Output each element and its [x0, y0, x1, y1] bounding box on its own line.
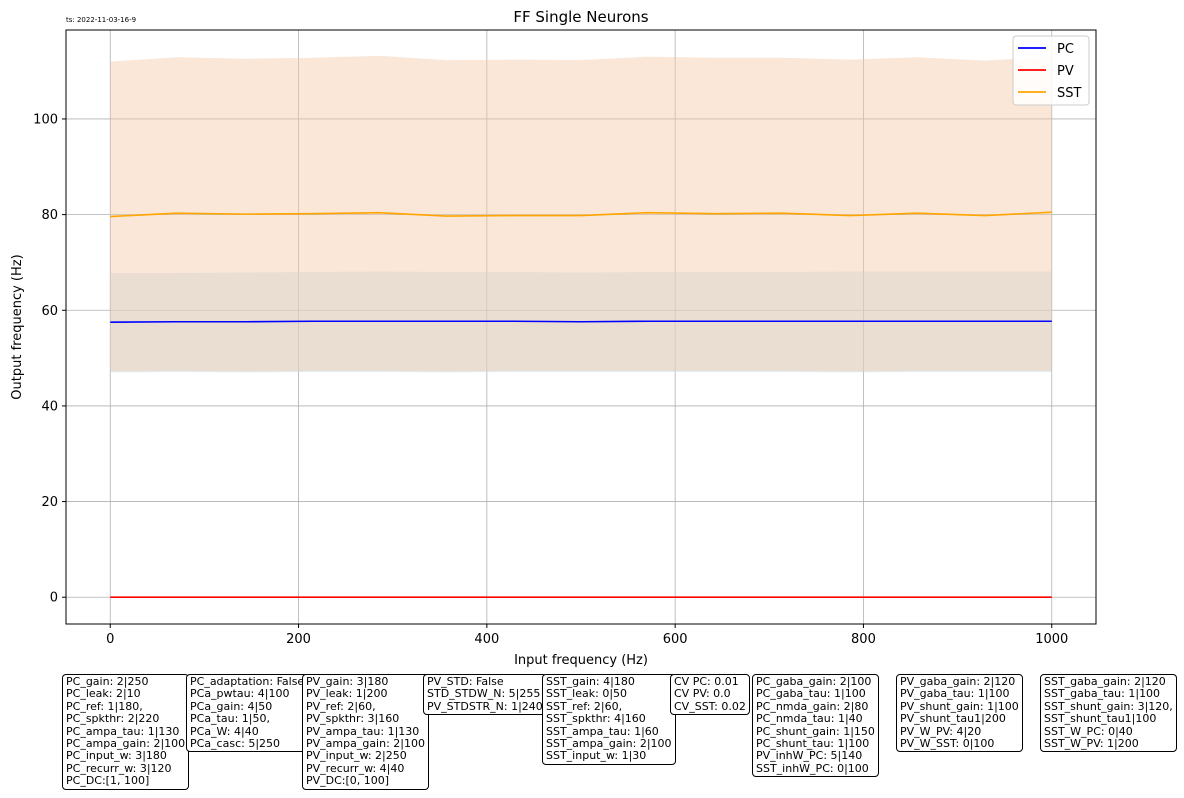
x-tick-label: 0: [106, 632, 114, 647]
x-tick-label: 200: [286, 632, 311, 647]
legend-frame: [1012, 35, 1090, 106]
param-line: SST_W_PC: 0|40: [1044, 724, 1133, 738]
param-line: PV_gaba_tau: 1|100: [900, 687, 1010, 701]
param-line: PC_input_w: 3|180: [66, 749, 167, 763]
confidence-bands: [110, 55, 1052, 373]
chart-title: FF Single Neurons: [513, 8, 648, 26]
y-axis-label: Output frequency (Hz): [10, 254, 25, 399]
param-line: PV_ampa_gain: 2|100: [306, 737, 425, 751]
param-box: PC_gain: 2|250 PC_leak: 2|10 PC_ref: 1|180…: [62, 674, 190, 790]
param-line: PC_ampa_tau: 1|130: [66, 724, 180, 738]
x-tick-label: 600: [663, 632, 688, 647]
series-line-sst: [110, 211, 1052, 218]
param-line: PV_shunt_tau1|200: [900, 712, 1006, 726]
param-line: PC_shunt_gain: 1|150: [756, 724, 875, 738]
param-line: SST_W_PV: 1|200: [1044, 737, 1139, 751]
param-line: SST_gain: 4|180: [546, 675, 635, 688]
param-line: SST_gaba_gain: 2|120: [1044, 675, 1166, 688]
param-line: PC_gaba_tau: 1|100: [756, 687, 866, 701]
y-tick-label: 60: [41, 304, 58, 319]
y-tick-label: 20: [41, 495, 58, 510]
y-axis-ticks: 0 20 40 60 80 100: [33, 112, 66, 606]
param-line: SST_input_w: 1|30: [546, 749, 647, 763]
param-line: PV_ref: 2|60,: [306, 699, 376, 713]
param-line: PC_DC:[1, 100]: [66, 774, 150, 788]
param-box: PC_adaptation: False PCa_pwtau: 4|100 PCa_…: [186, 674, 309, 753]
param-line: PCa_tau: 1|50,: [190, 712, 270, 726]
param-line: PV_gain: 3|180: [306, 675, 389, 688]
param-line: SST_gaba_tau: 1|100: [1044, 687, 1161, 701]
plot-area-frame: [65, 29, 1097, 625]
x-axis-ticks: 0 200 400 600 800 1000: [106, 624, 1068, 647]
param-line: PC_ref: 1|180,: [66, 699, 143, 713]
param-line: PCa_casc: 5|250: [190, 737, 281, 751]
legend-label-sst: SST: [1057, 86, 1082, 101]
line-chart: ts: 2022-11-03-16-9 FF Single Neurons 0 2…: [10, 8, 1097, 668]
param-line: CV_SST: 0.02: [674, 699, 746, 713]
param-line: SST_inhW_PC: 0|100: [756, 761, 869, 775]
y-tick-label: 40: [41, 399, 58, 414]
param-line: CV PC: 0.01: [674, 675, 739, 688]
param-box: PV_gaba_gain: 2|120 PV_gaba_tau: 1|100 PV_…: [896, 674, 1023, 753]
param-line: PC_nmda_tau: 1|40: [756, 712, 863, 726]
legend: PC PV SST: [1012, 35, 1090, 106]
param-line: PV_inhW_PC: 5|140: [756, 749, 863, 763]
x-tick-label: 400: [474, 632, 499, 647]
legend-label-pc: PC: [1057, 42, 1074, 57]
y-tick-label: 80: [41, 208, 58, 223]
x-tick-label: 1000: [1035, 632, 1068, 647]
series-lines: [110, 211, 1052, 599]
param-line: PV_ampa_tau: 1|130: [306, 724, 420, 738]
param-line: PV_spkthr: 3|160: [306, 712, 400, 726]
param-line: SST_shunt_gain: 3|120,: [1044, 699, 1173, 713]
param-box: PC_gaba_gain: 2|100 PC_gaba_tau: 1|100 PC_…: [752, 674, 879, 778]
param-box: CV PC: 0.01 CV PV: 0.0 CV_SST: 0.02: [670, 674, 750, 716]
param-line: SST_shunt_tau1|100: [1044, 712, 1157, 726]
param-box: PV_gain: 3|180 PV_leak: 1|200 PV_ref: 2|60…: [302, 674, 429, 790]
param-line: PC_shunt_tau: 1|100: [756, 737, 870, 751]
param-line: SST_spkthr: 4|160: [546, 712, 646, 726]
band-sst: [110, 55, 1052, 372]
param-line: PC_adaptation: False: [190, 675, 305, 688]
param-line: PV_DC:[0, 100]: [306, 774, 390, 788]
param-line: PV_W_PV: 4|20: [900, 724, 982, 738]
param-line: PCa_gain: 4|50: [190, 699, 273, 713]
param-line: PCa_pwtau: 4|100: [190, 687, 290, 701]
param-line: PV_STDSTR_N: 1|240: [427, 699, 543, 713]
param-line: PC_leak: 2|10: [66, 687, 141, 701]
timestamp-label: ts: 2022-11-03-16-9: [66, 16, 136, 24]
param-line: PV_leak: 1|200: [306, 687, 388, 701]
param-box: SST_gaba_gain: 2|120 SST_gaba_tau: 1|100 S…: [1040, 674, 1177, 753]
y-tick-label: 100: [33, 112, 58, 127]
param-line: PV_input_w: 2|250: [306, 749, 407, 763]
param-line: PC_gaba_gain: 2|100: [756, 675, 872, 688]
param-line: SST_ampa_tau: 1|60: [546, 724, 659, 738]
param-line: PC_spkthr: 2|220: [66, 712, 160, 726]
param-line: PV_STD: False: [427, 675, 504, 688]
param-box: SST_gain: 4|180 SST_leak: 0|50 SST_ref: 2|…: [542, 674, 676, 765]
param-line: PCa_W: 4|40: [190, 724, 259, 738]
param-line: PV_recurr_w: 4|40: [306, 761, 405, 775]
param-line: CV PV: 0.0: [674, 687, 731, 701]
param-line: PC_gain: 2|250: [66, 675, 149, 688]
param-line: PC_nmda_gain: 2|80: [756, 699, 869, 713]
param-line: SST_leak: 0|50: [546, 687, 628, 701]
x-axis-label: Input frequency (Hz): [514, 653, 648, 668]
param-line: PV_shunt_gain: 1|100: [900, 699, 1019, 713]
x-tick-label: 800: [851, 632, 876, 647]
y-tick-label: 0: [50, 591, 58, 606]
param-line: PC_ampa_gain: 2|100: [66, 737, 186, 751]
param-line: PC_recurr_w: 3|120: [66, 761, 172, 775]
series-line-pc: [110, 320, 1052, 324]
param-line: PV_W_SST: 0|100: [900, 737, 995, 751]
param-line: STD_STDW_N: 5|255: [427, 687, 541, 701]
param-line: PV_gaba_gain: 2|120: [900, 675, 1016, 688]
param-line: SST_ref: 2|60,: [546, 699, 623, 713]
legend-label-pv: PV: [1057, 64, 1074, 79]
param-box: PV_STD: False STD_STDW_N: 5|255 PV_STDSTR_…: [423, 674, 547, 716]
param-line: SST_ampa_gain: 2|100: [546, 737, 672, 751]
